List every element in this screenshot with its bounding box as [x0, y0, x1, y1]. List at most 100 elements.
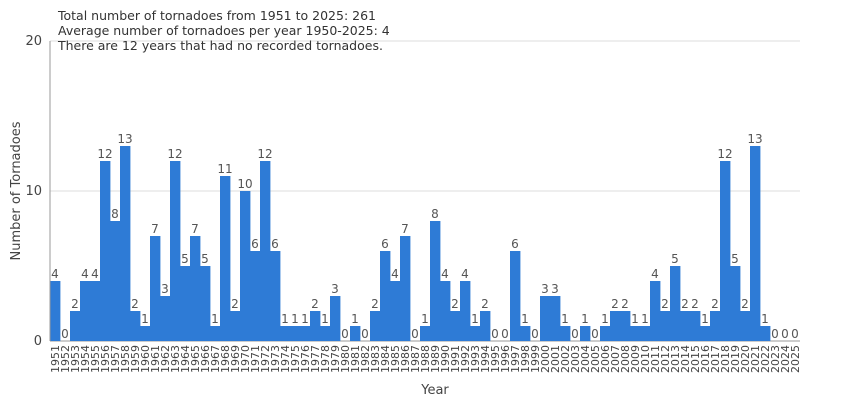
data-label: 4 [391, 267, 399, 281]
bar [630, 326, 641, 341]
data-label: 6 [511, 237, 519, 251]
x-tick-label: 1951 [49, 345, 62, 373]
x-tick-label: 1953 [69, 345, 82, 373]
x-tick-label: 2008 [619, 345, 632, 373]
x-tick-label: 1980 [339, 345, 352, 373]
x-axis-title: Year [420, 383, 449, 398]
data-label: 10 [237, 177, 252, 191]
data-label: 1 [631, 312, 639, 326]
data-label: 1 [281, 312, 289, 326]
x-tick-label: 1952 [59, 345, 72, 373]
data-label: 2 [311, 297, 319, 311]
data-label: 1 [211, 312, 219, 326]
x-tick-labels: 1951195219531954195519561957195819591960… [49, 345, 802, 373]
data-label: 2 [681, 297, 689, 311]
x-tick-label: 1959 [129, 345, 142, 373]
bar [390, 281, 401, 341]
x-tick-label: 1974 [279, 345, 292, 373]
bar [640, 326, 651, 341]
data-label: 1 [641, 312, 649, 326]
data-label: 8 [431, 207, 439, 221]
bar [450, 311, 461, 341]
data-label: 2 [481, 297, 489, 311]
annotation-average: Average number of tornadoes per year 195… [58, 23, 390, 38]
x-tick-label: 1955 [89, 345, 102, 373]
data-label: 4 [441, 267, 449, 281]
x-tick-label: 1991 [449, 345, 462, 373]
data-label: 1 [601, 312, 609, 326]
x-tick-label: 2005 [589, 345, 602, 373]
data-label: 2 [611, 297, 619, 311]
data-label: 13 [747, 132, 762, 146]
data-label: 3 [541, 282, 549, 296]
x-tick-label: 1976 [299, 345, 312, 373]
data-label: 2 [231, 297, 239, 311]
x-tick-label: 1993 [469, 345, 482, 373]
bar [750, 146, 761, 341]
data-label: 1 [351, 312, 359, 326]
bar [540, 296, 551, 341]
data-label: 12 [257, 147, 272, 161]
x-tick-label: 1973 [269, 345, 282, 373]
bar [140, 326, 151, 341]
x-tick-label: 1954 [79, 345, 92, 373]
bar [370, 311, 381, 341]
x-tick-label: 1983 [369, 345, 382, 373]
data-label: 4 [461, 267, 469, 281]
x-tick-label: 2010 [639, 345, 652, 373]
bar [270, 251, 281, 341]
bar [440, 281, 451, 341]
x-tick-label: 2000 [539, 345, 552, 373]
data-label: 0 [591, 327, 599, 341]
data-label: 3 [161, 282, 169, 296]
x-tick-label: 1977 [309, 345, 322, 373]
data-label: 8 [111, 207, 119, 221]
data-label: 0 [781, 327, 789, 341]
bar [260, 161, 271, 341]
bar [510, 251, 521, 341]
data-label: 1 [291, 312, 299, 326]
x-tick-label: 2021 [749, 345, 762, 373]
x-tick-label: 2003 [569, 345, 582, 373]
annotation-total: Total number of tornadoes from 1951 to 2… [58, 8, 376, 23]
data-label: 2 [621, 297, 629, 311]
bar [330, 296, 341, 341]
x-tick-label: 1960 [139, 345, 152, 373]
data-label: 6 [271, 237, 279, 251]
bar [180, 266, 191, 341]
bar [730, 266, 741, 341]
bar [160, 296, 171, 341]
data-label: 1 [141, 312, 149, 326]
data-label: 12 [167, 147, 182, 161]
data-label: 4 [51, 267, 59, 281]
bar [50, 281, 61, 341]
data-label: 1 [421, 312, 429, 326]
data-label: 4 [81, 267, 89, 281]
x-tick-label: 1962 [159, 345, 172, 373]
x-tick-label: 1981 [349, 345, 362, 373]
data-label: 5 [201, 252, 209, 266]
bar [70, 311, 81, 341]
bar [480, 311, 491, 341]
x-tick-label: 1966 [199, 345, 212, 373]
data-label: 1 [761, 312, 769, 326]
y-axis-title: Number of Tornadoes [9, 121, 24, 260]
data-label: 0 [61, 327, 69, 341]
x-tick-label: 1971 [249, 345, 262, 373]
x-tick-label: 1963 [169, 345, 182, 373]
data-label: 0 [501, 327, 509, 341]
bar [460, 281, 471, 341]
x-tick-label: 1990 [439, 345, 452, 373]
x-tick-label: 2014 [679, 345, 692, 373]
bar [300, 326, 311, 341]
y-tick-label: 10 [25, 184, 42, 199]
bar [580, 326, 591, 341]
data-label: 0 [571, 327, 579, 341]
x-tick-label: 2019 [729, 345, 742, 373]
x-tick-label: 1988 [419, 345, 432, 373]
x-tick-label: 2007 [609, 345, 622, 373]
bar [240, 191, 251, 341]
x-tick-label: 2012 [659, 345, 672, 373]
x-tick-label: 1975 [289, 345, 302, 373]
